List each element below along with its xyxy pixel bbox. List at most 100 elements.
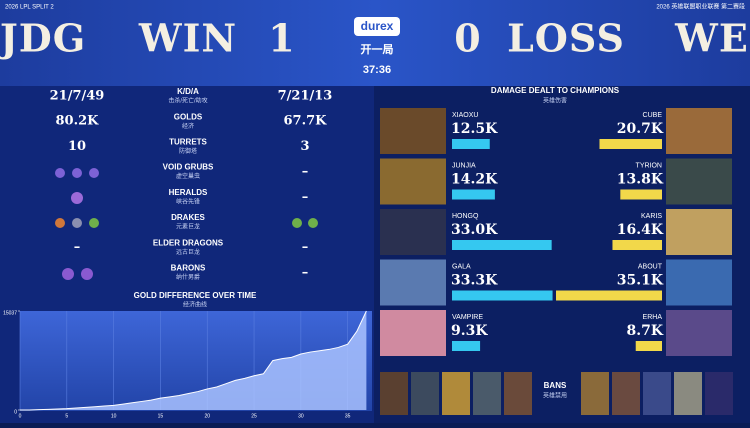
champion-portrait bbox=[380, 310, 446, 356]
right-score: 0 bbox=[454, 16, 481, 61]
player-name: GALA bbox=[452, 263, 471, 270]
champion-portrait bbox=[666, 158, 732, 205]
stat-sublabel: 远古巨龙 bbox=[176, 248, 200, 256]
damage-label: 33.3K bbox=[451, 273, 498, 289]
damage-label: 13.8K bbox=[617, 172, 664, 188]
damage-bar bbox=[635, 341, 662, 351]
damage-label: 8.7K bbox=[626, 323, 663, 339]
stat-sublabel: 防御塔 bbox=[179, 147, 197, 155]
ban-portrait bbox=[643, 372, 671, 415]
stat-sublabel: 纳什男爵 bbox=[176, 273, 200, 281]
x-tick-label: 0 bbox=[19, 413, 22, 419]
player-name: ABOUT bbox=[638, 263, 663, 270]
x-tick-label: 10 bbox=[111, 413, 117, 419]
stat-label: VOID GRUBS bbox=[163, 163, 214, 172]
game-time: 37:36 bbox=[363, 64, 391, 76]
stat-sublabel: 击杀/死亡/助攻 bbox=[168, 97, 207, 105]
header-bg bbox=[0, 0, 750, 86]
champion-portrait bbox=[380, 108, 446, 154]
damage-bar bbox=[556, 290, 662, 301]
champion-portrait bbox=[666, 310, 732, 356]
x-tick-label: 35 bbox=[345, 413, 351, 419]
ban-portrait bbox=[442, 372, 470, 415]
stat-label: BARONS bbox=[171, 264, 206, 273]
damage-bar bbox=[612, 240, 662, 250]
stat-left: 21/7/49 bbox=[50, 89, 105, 104]
damage-label: 12.5K bbox=[451, 121, 498, 137]
player-name: KARIS bbox=[641, 213, 662, 220]
league-cn: 2026 英雄联盟职业联赛 第二赛段 bbox=[656, 3, 745, 11]
damage-bar bbox=[599, 139, 662, 149]
champion-portrait bbox=[666, 259, 732, 306]
player-name: ERHA bbox=[643, 314, 663, 321]
gold-area bbox=[20, 311, 367, 410]
damage-subtitle: 英雄伤害 bbox=[543, 97, 567, 105]
bans-title: BANS bbox=[544, 381, 567, 390]
chart-title: GOLD DIFFERENCE OVER TIME bbox=[134, 291, 257, 300]
champion-portrait bbox=[666, 108, 732, 154]
objective-icons bbox=[55, 168, 318, 280]
baron-icon bbox=[62, 268, 74, 280]
x-tick-label: 25 bbox=[251, 413, 257, 419]
x-tick-label: 15 bbox=[158, 413, 164, 419]
stat-right: – bbox=[302, 189, 309, 204]
damage-label: 14.2K bbox=[451, 172, 498, 188]
stat-label: DRAKES bbox=[171, 213, 205, 222]
y-tick-label: 15037 bbox=[3, 310, 17, 316]
damage-label: 9.3K bbox=[451, 323, 488, 339]
champion-portrait bbox=[380, 259, 446, 306]
bans-portraits bbox=[380, 372, 733, 415]
player-name: XIAOXU bbox=[452, 112, 478, 119]
stat-left: 80.2K bbox=[56, 114, 100, 129]
stat-label: ELDER DRAGONS bbox=[153, 238, 224, 247]
x-tick-label: 5 bbox=[65, 413, 68, 419]
baron-icon bbox=[81, 268, 93, 280]
damage-label: 35.1K bbox=[617, 273, 664, 289]
sponsor: durex bbox=[361, 19, 394, 33]
champion-portrait bbox=[380, 158, 446, 205]
sponsor-logo bbox=[354, 17, 400, 36]
ban-portrait bbox=[705, 372, 733, 415]
stat-label: K/D/A bbox=[177, 87, 199, 96]
league: 2026 LPL SPLIT 2 bbox=[5, 5, 54, 11]
stat-right: 67.7K bbox=[284, 114, 328, 129]
ban-portrait bbox=[504, 372, 532, 415]
stat-sublabel: 经济 bbox=[182, 122, 194, 130]
stat-sublabel: 虚空巢虫 bbox=[176, 172, 200, 180]
drake-icon bbox=[308, 218, 318, 228]
stat-label: HERALDS bbox=[169, 188, 208, 197]
stat-right: – bbox=[302, 164, 309, 179]
right-team: WE bbox=[674, 16, 749, 61]
drake-icon bbox=[89, 218, 99, 228]
ban-portrait bbox=[411, 372, 439, 415]
left-team: JDG bbox=[0, 16, 86, 61]
champion-portrait bbox=[380, 209, 446, 255]
left-score: 1 bbox=[268, 16, 295, 61]
stat-label: TURRETS bbox=[169, 138, 207, 147]
player-name: VAMPIRE bbox=[452, 314, 483, 321]
player-name: CUBE bbox=[643, 112, 663, 119]
stat-left: – bbox=[74, 240, 81, 255]
drake-icon bbox=[55, 218, 65, 228]
grub-icon bbox=[55, 168, 65, 178]
damage-label: 33.0K bbox=[451, 222, 498, 238]
left-result: WIN bbox=[138, 16, 237, 61]
damage-label: 20.7K bbox=[617, 121, 664, 137]
player-name: HONGQ bbox=[452, 213, 479, 220]
damage-bar bbox=[452, 139, 490, 149]
chart-subtitle: 经济曲线 bbox=[183, 301, 207, 309]
stat-left: 10 bbox=[68, 139, 86, 154]
stat-sublabel: 峡谷先锋 bbox=[176, 197, 200, 205]
ban-portrait bbox=[581, 372, 609, 415]
damage-bar bbox=[452, 341, 481, 351]
damage-bar bbox=[452, 189, 495, 200]
ban-portrait bbox=[380, 372, 408, 415]
ban-portrait bbox=[612, 372, 640, 415]
stat-right: – bbox=[302, 240, 309, 255]
drake-icon bbox=[72, 218, 82, 228]
stat-right: 7/21/13 bbox=[278, 89, 333, 104]
grub-icon bbox=[89, 168, 99, 178]
player-name: JUNJIA bbox=[452, 162, 476, 169]
